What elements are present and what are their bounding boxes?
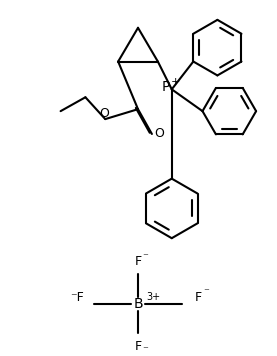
Text: ⁻: ⁻ [142, 345, 148, 355]
Text: ⁻: ⁻ [204, 287, 209, 297]
Text: ⁻: ⁻ [142, 252, 148, 262]
Text: ⁻F: ⁻F [71, 291, 84, 304]
Text: B: B [133, 297, 143, 311]
Text: +: + [171, 77, 180, 87]
Text: F: F [134, 340, 142, 353]
Text: 3+: 3+ [146, 292, 160, 302]
Text: F: F [134, 255, 142, 267]
Text: P: P [161, 80, 170, 94]
Text: F: F [195, 291, 202, 304]
Text: O: O [99, 107, 109, 120]
Text: O: O [154, 127, 164, 141]
